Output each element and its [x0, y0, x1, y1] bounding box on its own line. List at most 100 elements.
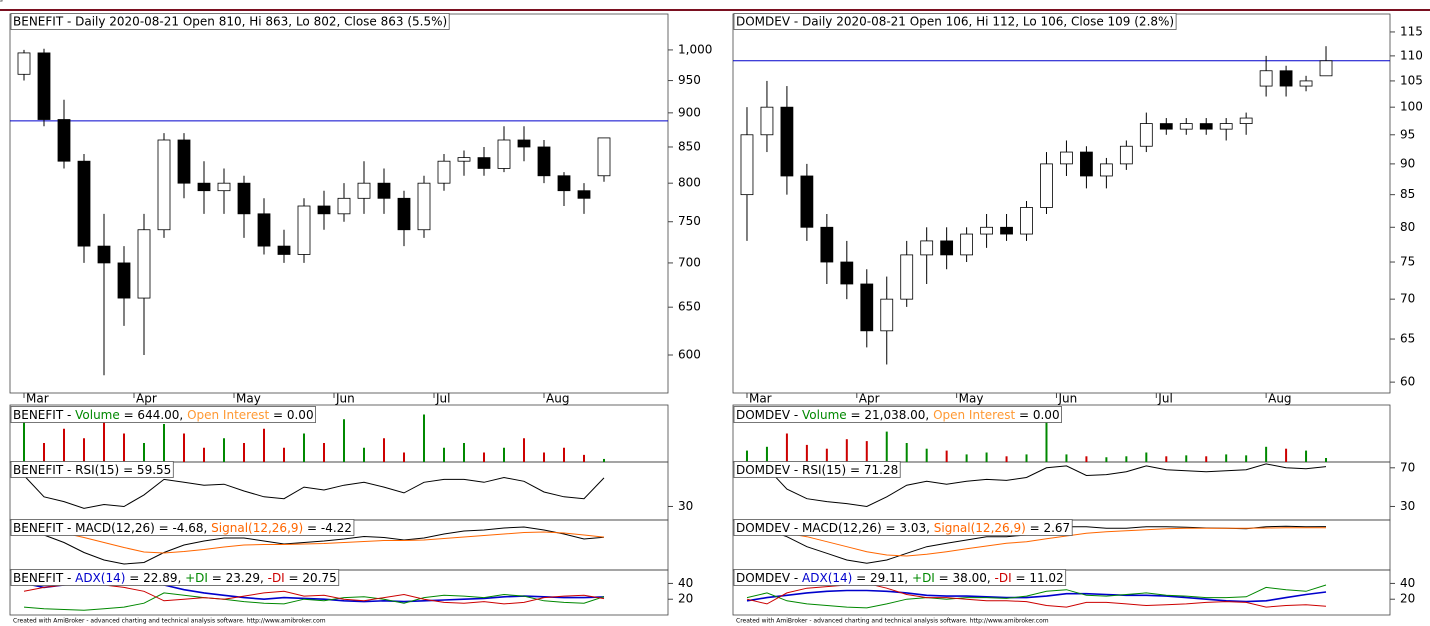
- candle-body: [477, 157, 491, 169]
- volume-bar: [43, 443, 45, 462]
- volume-bar: [263, 428, 265, 462]
- volume-bar: [945, 450, 948, 462]
- candle-body: [1040, 163, 1053, 208]
- title-part: DOMDEV -: [736, 463, 802, 477]
- candle-body: [900, 254, 914, 300]
- y-tick-label: 750: [678, 214, 701, 228]
- title-box: [733, 569, 1067, 586]
- y-tick-label: 700: [678, 255, 701, 269]
- volume-bar: [845, 439, 848, 462]
- title-part: BENEFIT -: [13, 408, 75, 422]
- title-part: BENEFIT -: [13, 463, 75, 477]
- candle-body: [1279, 70, 1293, 87]
- x-tick-label: Aug: [1268, 392, 1291, 406]
- title-box: [733, 519, 1073, 536]
- title-part: = 22.89,: [125, 571, 185, 585]
- title-part: = 23.29,: [208, 571, 268, 585]
- candle-body: [497, 139, 511, 169]
- x-tick-label: May: [959, 392, 984, 406]
- volume-bar: [885, 431, 888, 462]
- title-part: +DI: [185, 571, 208, 585]
- x-tick-label: Apr: [859, 392, 880, 406]
- title-part: = 20.75: [285, 571, 337, 585]
- title-box: [10, 406, 316, 423]
- title-part: = 71.28: [846, 463, 898, 477]
- candle-body: [317, 205, 331, 215]
- candle-body: [217, 182, 231, 192]
- candle-body: [1139, 123, 1153, 147]
- volume-bar: [343, 419, 345, 462]
- candle-body: [1199, 123, 1213, 130]
- y-tick-label: 70: [1400, 292, 1415, 306]
- title-part: -DI: [995, 571, 1012, 585]
- title-box: [733, 13, 1177, 30]
- candle-body: [137, 229, 151, 299]
- title-part: Volume: [75, 408, 120, 422]
- volume-bar: [1145, 452, 1148, 462]
- x-tick-label: Jul: [435, 392, 450, 406]
- candle-body: [57, 119, 71, 162]
- indicator-line: [746, 527, 1327, 557]
- y-tick-label: 105: [1400, 73, 1423, 87]
- x-tick-label: Mar: [26, 392, 49, 406]
- title-part: Signal(12,26,9): [934, 521, 1026, 535]
- candle-body: [780, 106, 794, 177]
- volume-bar: [603, 458, 605, 462]
- volume-bar: [825, 448, 828, 462]
- volume-bar: [1165, 456, 1168, 462]
- volume-bar: [243, 443, 245, 462]
- y-tick-label: 90: [1400, 156, 1415, 170]
- candle-body: [1179, 123, 1193, 130]
- panel-title: DOMDEV - ADX(14) = 29.11, +DI = 38.00, -…: [736, 571, 1064, 585]
- candle-body: [17, 52, 31, 75]
- title-part: = 3.03,: [882, 521, 934, 535]
- title-part: = 644.00,: [120, 408, 187, 422]
- candle-body: [860, 283, 874, 332]
- candle-body: [377, 182, 391, 199]
- volume-bar: [23, 419, 25, 462]
- y-tick-label: 950: [678, 73, 701, 87]
- candle-body: [517, 139, 531, 148]
- footer: Created with AmiBroker - advanced charti…: [736, 618, 1049, 625]
- volume-bar: [1305, 450, 1308, 462]
- candle-body: [840, 261, 854, 285]
- indicator-line: [23, 526, 605, 565]
- title-part: DOMDEV -: [736, 571, 802, 585]
- candle-body: [177, 139, 191, 184]
- candle-body: [537, 146, 551, 177]
- title-part: = -4.22: [303, 521, 352, 535]
- volume-bar: [563, 447, 565, 462]
- y-tick-label: 850: [678, 139, 701, 153]
- volume-bar: [925, 448, 928, 462]
- volume-bar: [63, 428, 65, 462]
- candle-body: [1080, 151, 1093, 177]
- candle-body: [157, 139, 171, 231]
- title-part: BENEFIT -: [13, 571, 75, 585]
- y-tick-label: 30: [1400, 499, 1415, 513]
- indicator-line: [23, 592, 605, 611]
- y-tick-label: 110: [1400, 48, 1423, 62]
- volume-bar: [1185, 455, 1188, 462]
- indicator-line: [23, 475, 605, 509]
- title-part: RSI(15): [802, 463, 846, 477]
- candle-body: [760, 106, 774, 136]
- candle-body: [417, 182, 431, 231]
- title-part: MACD(12,26): [802, 521, 882, 535]
- volume-bar: [1105, 457, 1108, 462]
- y-tick-label: 20: [1400, 592, 1415, 606]
- volume-bar: [223, 438, 225, 462]
- volume-bar: [865, 441, 868, 462]
- candle-body: [1099, 163, 1113, 177]
- indicator-line: [23, 528, 605, 554]
- volume-bar: [805, 444, 808, 462]
- x-tick-label: Jun: [1057, 392, 1077, 406]
- volume-bar: [303, 433, 305, 462]
- volume-bar: [1205, 456, 1208, 462]
- candle-body: [37, 52, 51, 120]
- y-tick-label: 900: [678, 105, 701, 119]
- title-part: = 0.00: [1015, 408, 1059, 422]
- title-part: +DI: [912, 571, 935, 585]
- footer: Created with AmiBroker - advanced charti…: [13, 618, 326, 625]
- candle-body: [960, 233, 974, 256]
- title-box: [10, 519, 355, 536]
